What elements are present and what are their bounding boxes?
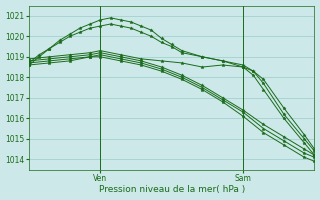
X-axis label: Pression niveau de la mer( hPa ): Pression niveau de la mer( hPa ) — [99, 185, 245, 194]
